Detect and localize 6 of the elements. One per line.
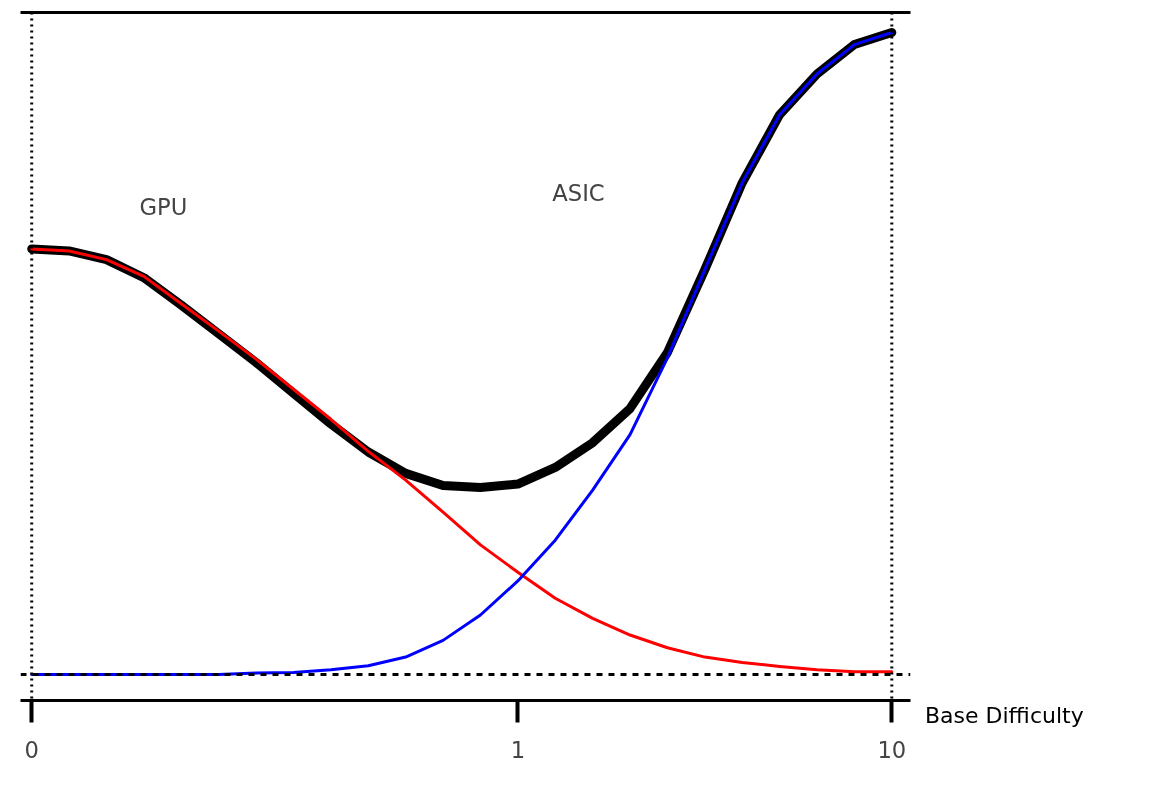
x-axis-title: Base Difficulty — [925, 702, 1084, 730]
annotation: GPU — [139, 193, 188, 220]
annotation: ASIC — [552, 180, 605, 207]
x-tick-label: 1 — [510, 736, 526, 763]
x-tick-label: 10 — [877, 736, 907, 763]
x-tick-label: 0 — [24, 736, 39, 763]
